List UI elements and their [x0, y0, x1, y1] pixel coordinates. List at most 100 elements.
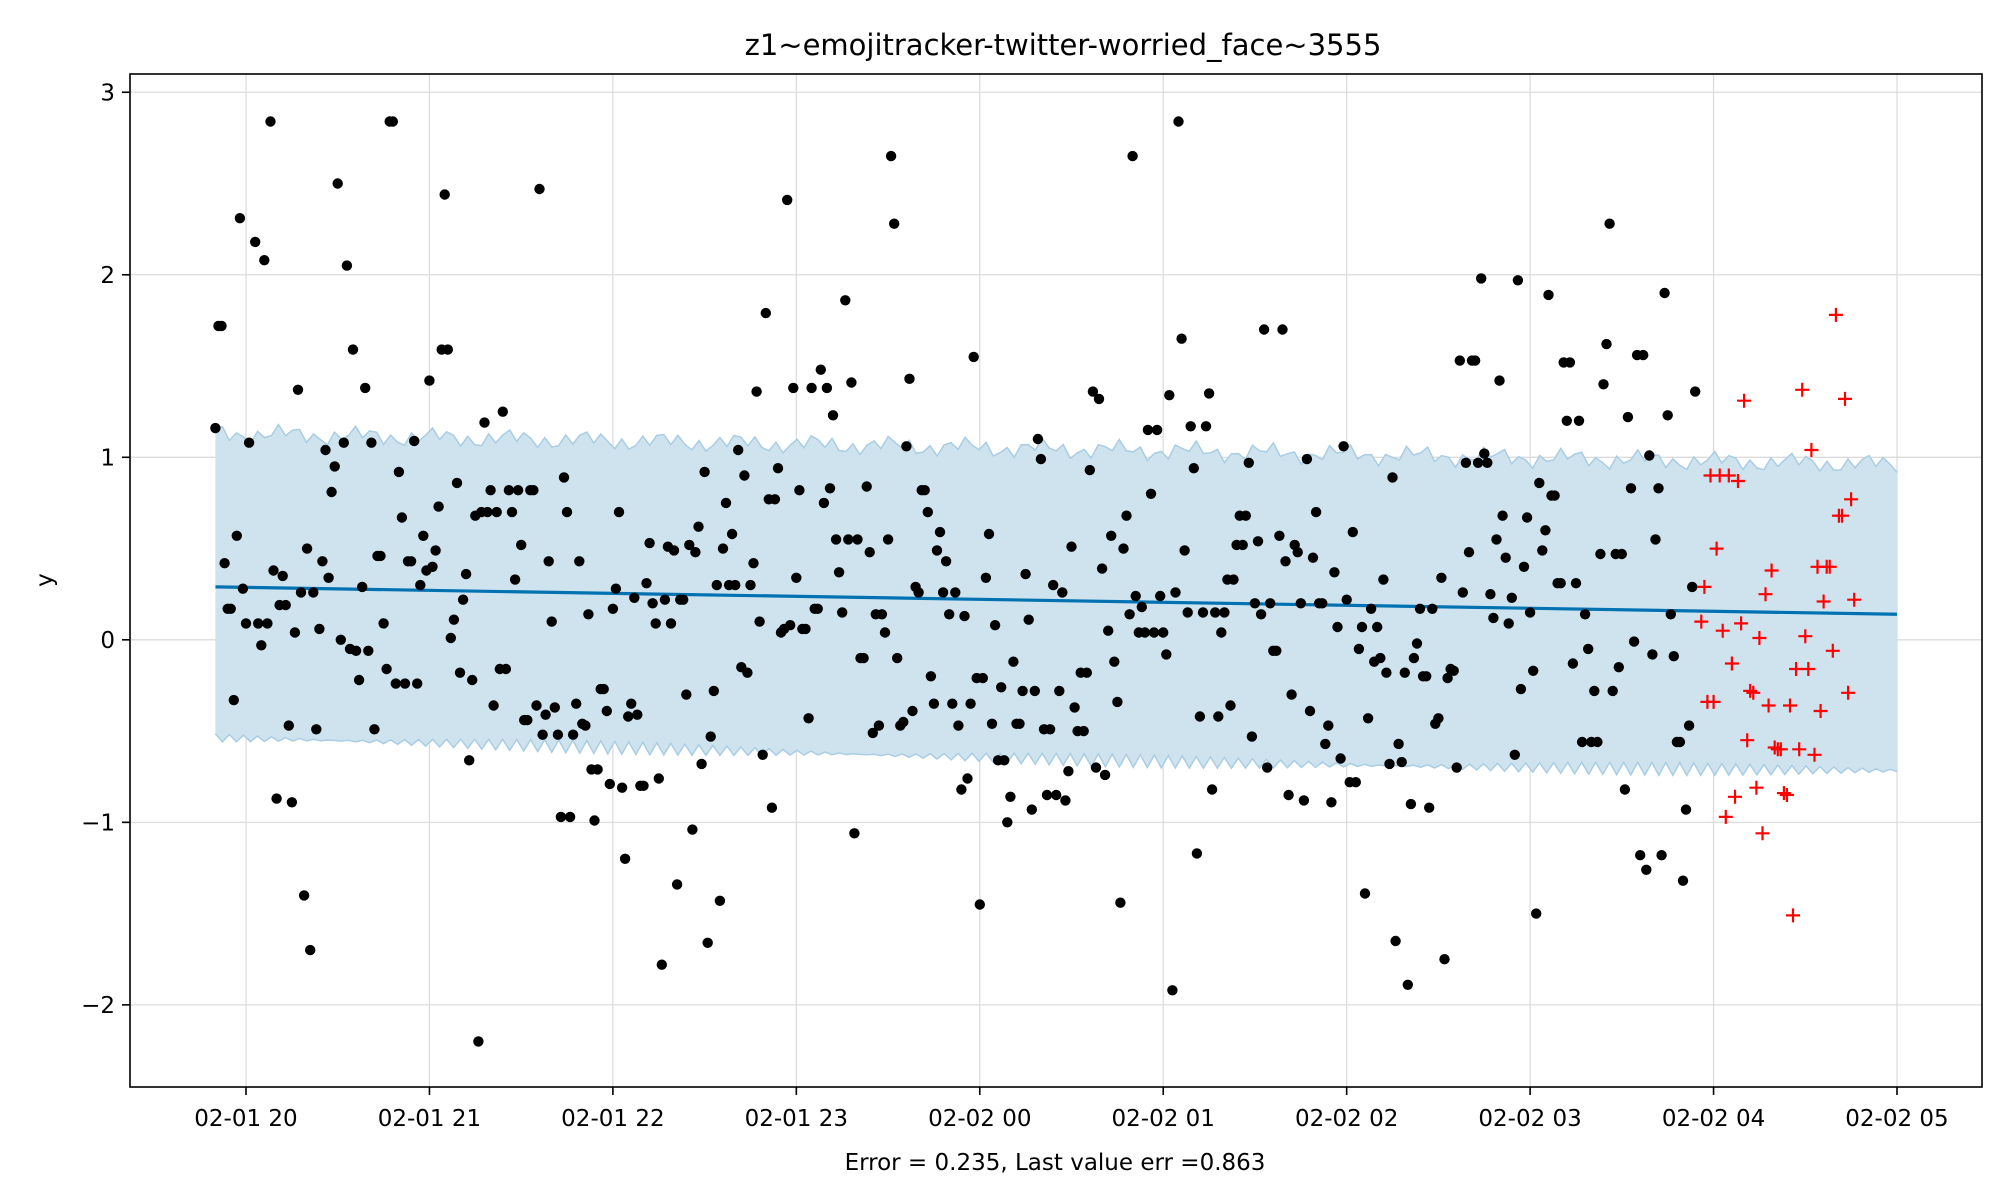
- observed-point: [1472, 457, 1484, 468]
- observed-point: [1365, 603, 1377, 614]
- observed-point: [800, 623, 811, 635]
- observed-point: [1537, 545, 1548, 556]
- observed-point: [806, 382, 817, 394]
- observed-point: [711, 579, 722, 591]
- observed-point: [1573, 415, 1585, 426]
- observed-point: [1151, 424, 1163, 436]
- observed-point: [509, 574, 521, 585]
- observed-point: [1512, 275, 1524, 286]
- observed-point: [632, 709, 643, 720]
- observed-point: [1427, 603, 1438, 614]
- y-tick-label: 1: [100, 445, 115, 471]
- observed-point: [785, 620, 796, 631]
- observed-point: [1570, 578, 1582, 589]
- future-point: [1752, 631, 1767, 645]
- observed-point: [317, 556, 328, 567]
- observed-point: [931, 545, 943, 556]
- observed-point: [1213, 711, 1224, 722]
- observed-point: [583, 609, 594, 620]
- observed-point: [1399, 667, 1411, 678]
- observed-point: [1644, 450, 1655, 461]
- observed-point: [1329, 567, 1340, 578]
- observed-point: [580, 720, 591, 731]
- observed-point: [1390, 935, 1401, 947]
- observed-point: [659, 594, 671, 605]
- observed-point: [1099, 769, 1111, 781]
- observed-point: [1020, 568, 1031, 580]
- observed-point: [243, 437, 255, 448]
- observed-point: [650, 618, 661, 629]
- observed-point: [531, 700, 542, 711]
- future-point: [1776, 786, 1791, 801]
- observed-point: [1375, 652, 1386, 664]
- observed-point: [791, 572, 802, 583]
- observed-point: [1353, 643, 1365, 655]
- observed-point: [500, 663, 512, 675]
- observed-point: [314, 623, 325, 635]
- observed-point: [412, 678, 423, 689]
- observed-point: [950, 587, 961, 598]
- observed-point: [726, 528, 738, 540]
- observed-point: [693, 521, 704, 532]
- observed-point: [1307, 552, 1319, 563]
- observed-point: [1210, 607, 1221, 618]
- observed-point: [1359, 888, 1371, 899]
- observed-point: [488, 700, 499, 711]
- observed-point: [1534, 477, 1545, 489]
- observed-point: [1659, 287, 1670, 299]
- observed-point: [512, 485, 524, 496]
- observed-point: [1069, 702, 1080, 713]
- future-points: [1694, 307, 1862, 923]
- observed-point: [1298, 795, 1310, 806]
- observed-point: [956, 784, 967, 795]
- observed-point: [940, 556, 952, 567]
- observed-point: [1479, 448, 1490, 459]
- observed-point: [889, 218, 900, 229]
- observed-point: [653, 773, 664, 784]
- observed-point: [849, 828, 860, 839]
- x-tick-label: 02-02 03: [1478, 1106, 1581, 1132]
- observed-point: [598, 683, 609, 695]
- observed-point: [803, 713, 814, 724]
- observed-point: [567, 729, 579, 740]
- future-point: [1755, 826, 1770, 841]
- observed-point: [1491, 534, 1502, 545]
- observed-point: [833, 567, 845, 578]
- observed-point: [720, 497, 732, 509]
- observed-point: [1206, 784, 1218, 795]
- observed-point: [1124, 609, 1135, 620]
- observed-point: [1026, 804, 1038, 815]
- observed-point: [1323, 720, 1334, 731]
- observed-point: [989, 620, 1001, 631]
- observed-point: [335, 634, 346, 645]
- observed-point: [1090, 762, 1102, 773]
- observed-point: [286, 797, 298, 808]
- future-point: [1724, 656, 1739, 671]
- x-axis-ticks: 02-01 20 02-01 21 02-01 22 02-01 23 02-02 00…: [194, 1087, 1949, 1132]
- observed-point: [399, 678, 411, 689]
- observed-point: [827, 410, 839, 421]
- observed-point: [1063, 766, 1074, 777]
- observed-point: [210, 422, 221, 434]
- observed-point: [1592, 736, 1603, 748]
- future-point: [1779, 788, 1794, 802]
- observed-point: [225, 603, 236, 614]
- observed-point: [558, 472, 570, 483]
- observed-point: [320, 444, 331, 456]
- forecast-line: [215, 585, 1898, 616]
- observed-point: [919, 485, 930, 496]
- observed-point: [1262, 762, 1273, 773]
- observed-point: [1451, 762, 1462, 773]
- observed-point: [350, 645, 362, 656]
- observed-point: [1225, 700, 1236, 711]
- observed-point: [482, 506, 493, 518]
- observed-point: [925, 671, 937, 682]
- observed-point: [1200, 421, 1212, 432]
- observed-point: [1115, 897, 1126, 908]
- observed-point: [907, 705, 918, 717]
- observed-point: [873, 720, 885, 731]
- x-tick-label: 02-02 00: [928, 1106, 1031, 1132]
- y-tick-label: −2: [81, 993, 115, 1019]
- future-point: [1761, 698, 1776, 713]
- observed-point: [892, 652, 903, 664]
